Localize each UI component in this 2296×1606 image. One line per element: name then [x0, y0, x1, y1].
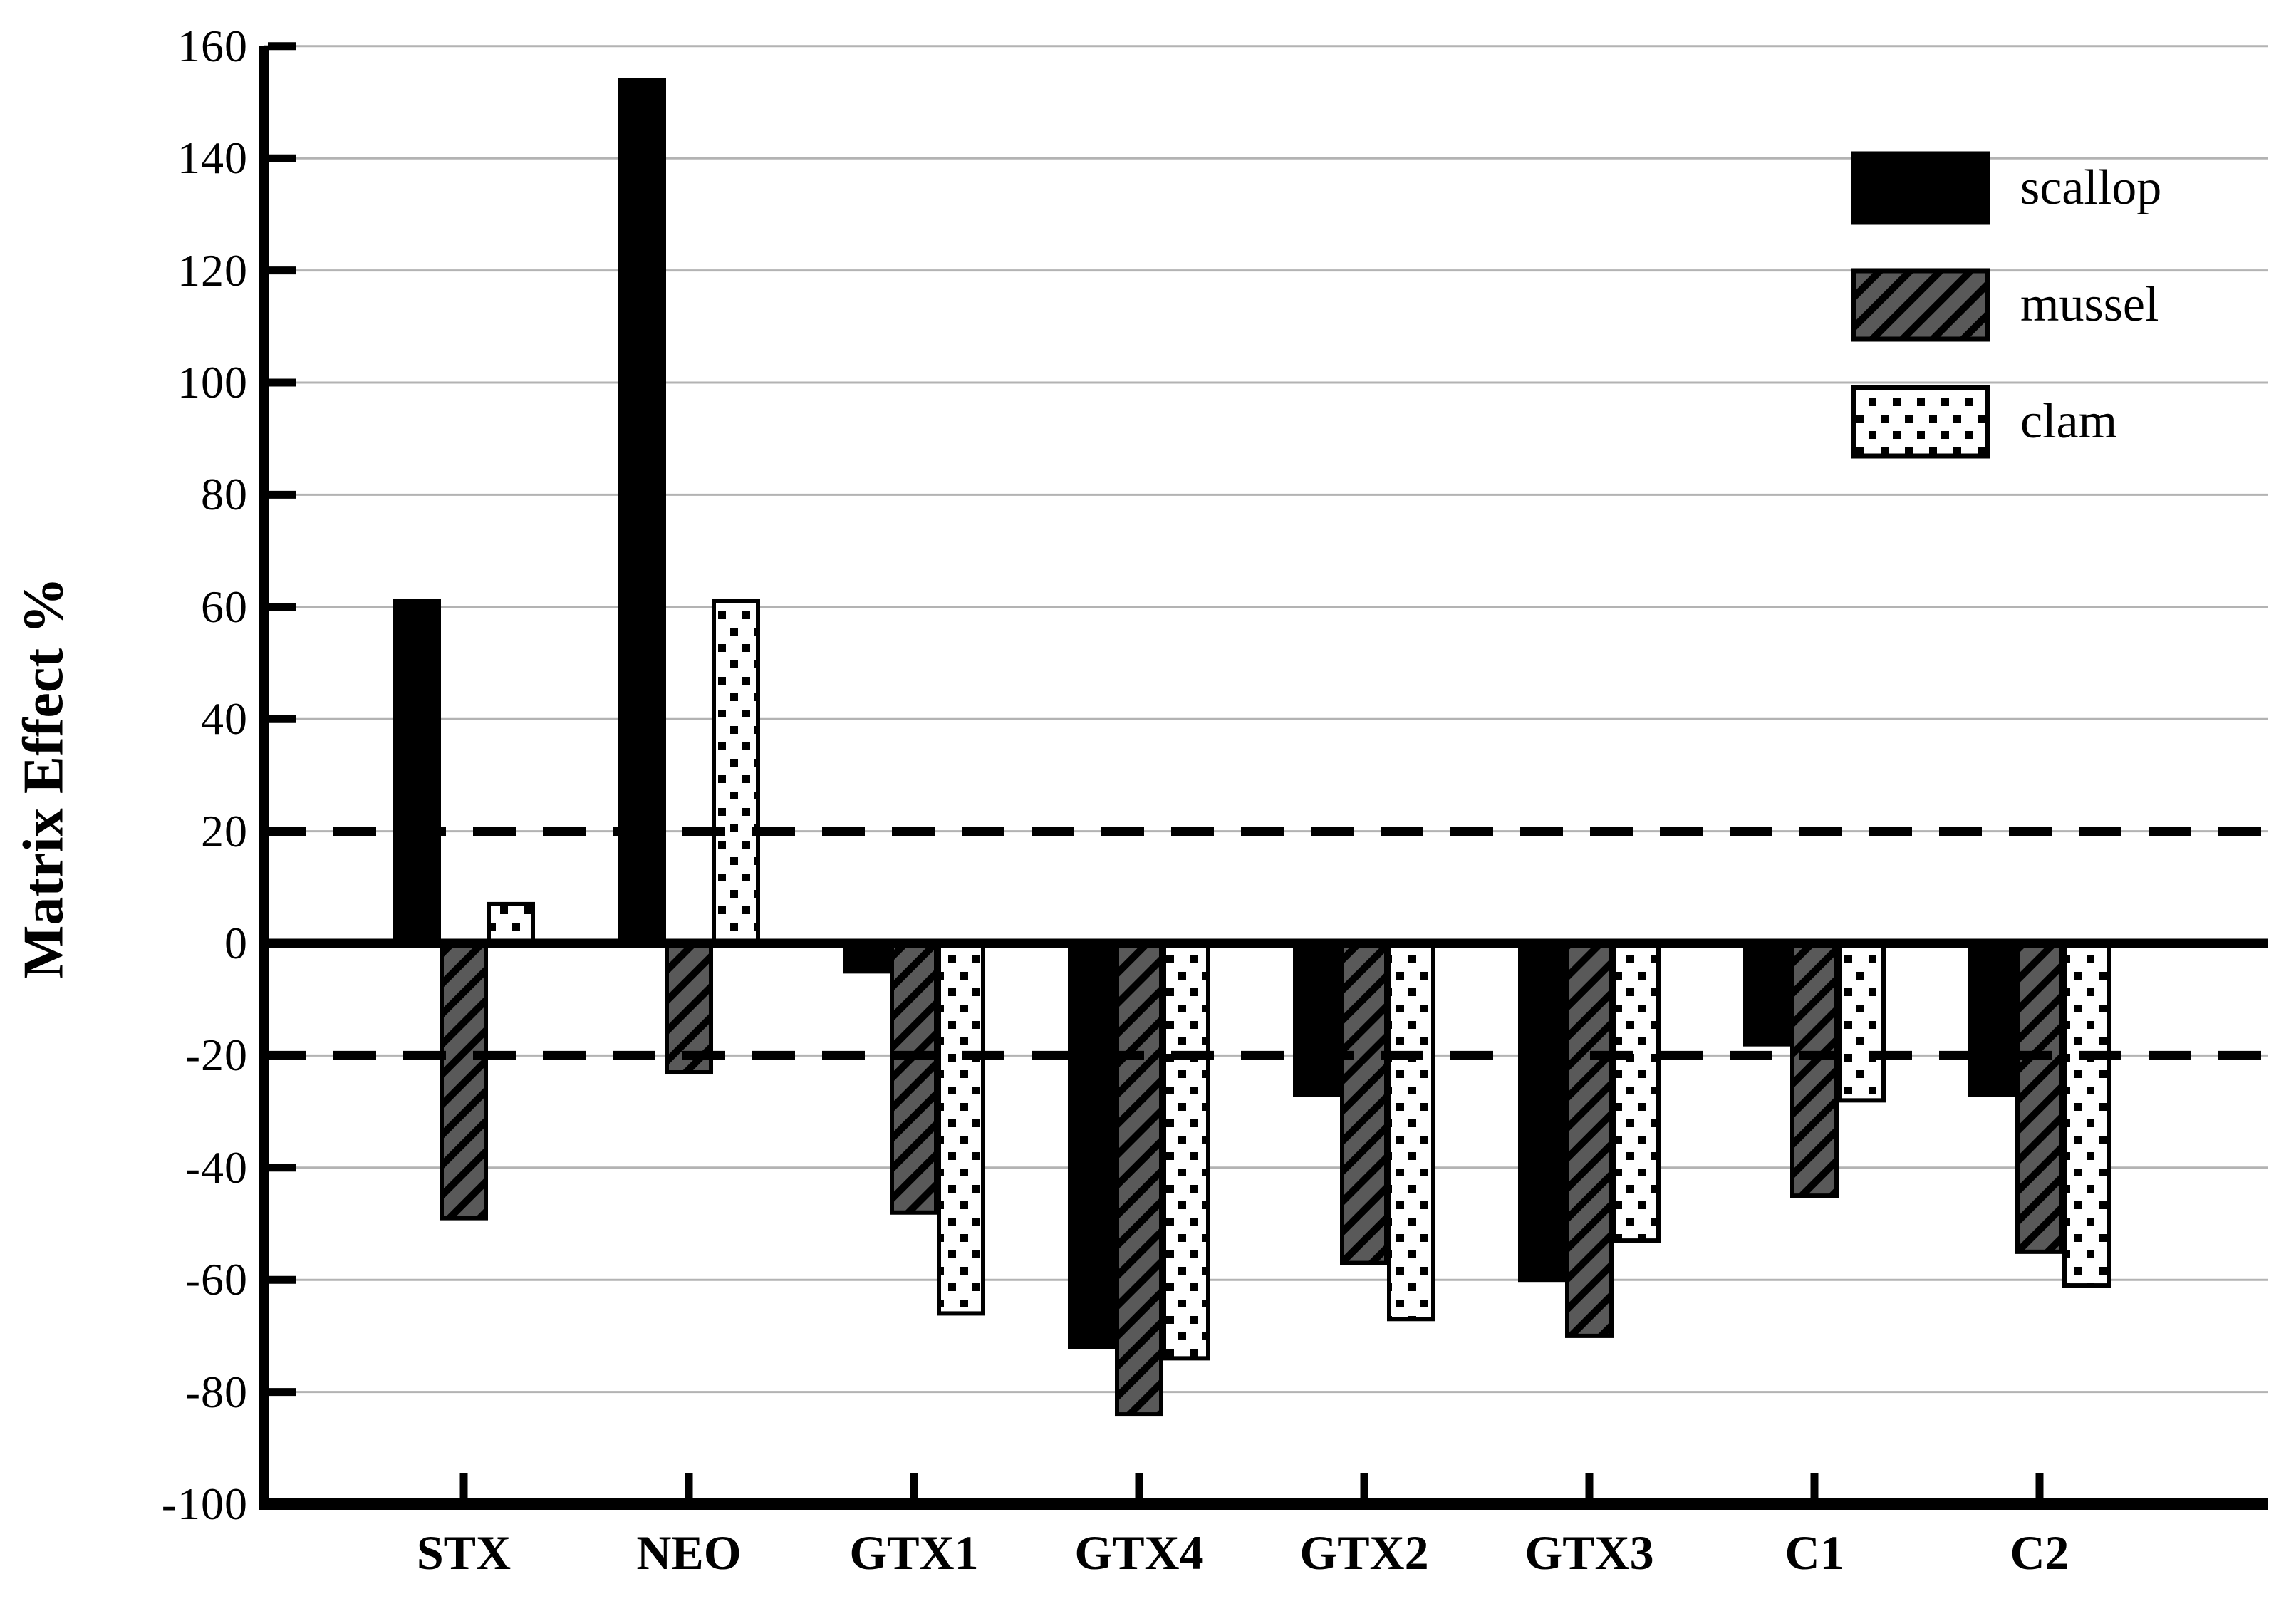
bar-scallop-GTX2 [1293, 941, 1341, 1097]
bar-mussel-GTX4 [1115, 941, 1163, 1417]
legend-label-scallop: scallop [2020, 160, 2162, 215]
reference-lines-layer [264, 827, 2268, 1060]
bar-scallop-C2 [1968, 941, 2017, 1097]
bar-clam-STX [487, 901, 535, 946]
x-label-GTX3: GTX3 [1524, 1525, 1654, 1580]
legend-swatch-mussel [1851, 268, 1990, 342]
y-tick-label-100: 100 [177, 357, 248, 408]
gridlines-layer [264, 45, 2268, 1394]
y-tick-label-40: 40 [201, 693, 248, 745]
y-tick-label-160: 160 [177, 20, 248, 71]
bar-mussel-C1 [1790, 941, 1839, 1198]
legend-swatch-clam [1851, 385, 1990, 459]
bar-mussel-C2 [2015, 941, 2064, 1254]
bar-mussel-NEO [665, 941, 713, 1075]
x-label-NEO: NEO [636, 1525, 742, 1580]
y-axis-title: Matrix Effect % [12, 576, 76, 980]
bar-mussel-GTX1 [890, 941, 938, 1215]
bar-scallop-NEO [618, 78, 666, 946]
bar-clam-C1 [1837, 941, 1886, 1103]
y-tick-label-20: 20 [201, 805, 248, 856]
bar-scallop-GTX4 [1068, 941, 1116, 1349]
x-label-STX: STX [416, 1525, 511, 1580]
x-label-GTX2: GTX2 [1299, 1525, 1429, 1580]
y-tick-label-120: 120 [177, 244, 248, 296]
x-label-C1: C1 [1785, 1525, 1844, 1580]
y-tick-label--100: -100 [161, 1478, 248, 1529]
bar-mussel-GTX3 [1565, 941, 1614, 1338]
bars-layer [393, 78, 2111, 1417]
y-tick-label--80: -80 [185, 1366, 248, 1417]
x-label-GTX4: GTX4 [1074, 1525, 1204, 1580]
legend-label-mussel: mussel [2020, 277, 2159, 332]
bar-mussel-STX [440, 941, 488, 1221]
x-label-GTX1: GTX1 [849, 1525, 979, 1580]
legend-swatches-layer [1851, 151, 1990, 459]
x-label-C2: C2 [2010, 1525, 2069, 1580]
y-tick-label-0: 0 [224, 918, 248, 968]
y-tick-label-60: 60 [201, 581, 248, 632]
bar-scallop-C1 [1743, 941, 1792, 1047]
bar-clam-GTX3 [1612, 941, 1661, 1243]
bar-clam-GTX1 [937, 941, 985, 1316]
legend-label-clam: clam [2020, 394, 2118, 449]
y-tick-label-80: 80 [201, 469, 248, 520]
bar-clam-GTX4 [1162, 941, 1210, 1361]
bar-clam-NEO [712, 599, 760, 946]
bar-scallop-GTX1 [843, 941, 891, 974]
bar-mussel-GTX2 [1340, 941, 1388, 1265]
legend-swatch-scallop [1851, 151, 1990, 225]
y-tick-label--40: -40 [185, 1141, 248, 1193]
bar-scallop-GTX3 [1518, 941, 1567, 1283]
bar-clam-GTX2 [1387, 941, 1435, 1322]
y-tick-label--60: -60 [185, 1254, 248, 1305]
y-tick-label-140: 140 [177, 133, 248, 184]
bar-scallop-STX [393, 599, 441, 946]
y-tick-label--20: -20 [185, 1030, 248, 1081]
axes-layer [259, 42, 2268, 1510]
bar-clam-C2 [2062, 941, 2111, 1288]
